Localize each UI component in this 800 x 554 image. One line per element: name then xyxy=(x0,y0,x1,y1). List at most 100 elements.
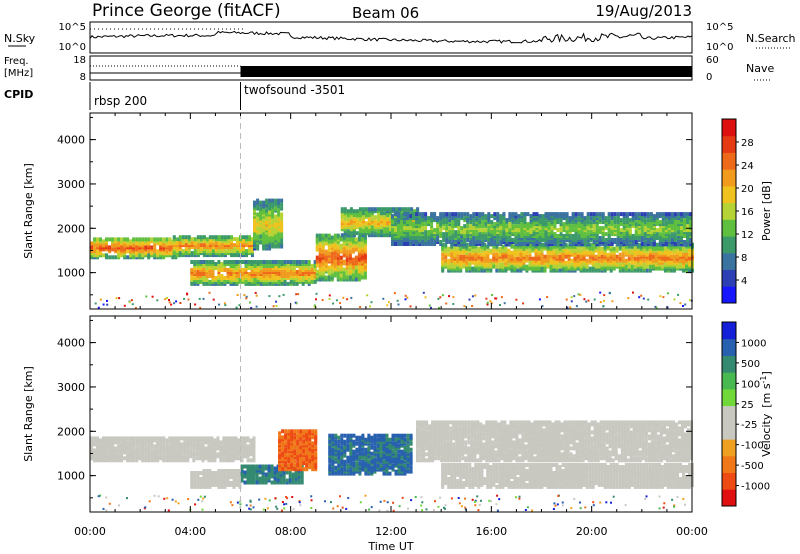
echo-cell xyxy=(93,436,96,441)
echo-cell xyxy=(689,216,692,221)
echo-cell xyxy=(610,220,614,225)
echo-cell xyxy=(462,264,466,269)
echo-cell xyxy=(589,212,593,217)
echo-cell xyxy=(283,279,287,284)
echo-cell xyxy=(108,237,112,242)
echo-cell xyxy=(516,256,520,261)
echo-cell xyxy=(357,261,361,266)
echo-cell xyxy=(664,220,668,225)
echo-cell xyxy=(424,222,428,227)
echo-cell xyxy=(274,260,278,264)
echo-cell xyxy=(216,436,220,441)
echo-cell xyxy=(430,306,432,309)
echo-cell xyxy=(196,481,200,485)
echo-cell xyxy=(655,220,659,225)
echo-cell xyxy=(280,202,284,207)
echo-cell xyxy=(123,456,127,461)
echo-cell xyxy=(255,480,259,485)
echo-cell xyxy=(318,247,322,252)
echo-cell xyxy=(102,243,105,248)
echo-cell xyxy=(168,251,172,256)
echo-cell xyxy=(262,264,266,268)
echo-cell xyxy=(108,245,112,250)
echo-cell xyxy=(280,198,284,203)
echo-cell xyxy=(342,296,345,299)
echo-cell xyxy=(571,238,575,242)
echo-cell xyxy=(591,266,595,271)
echo-cell xyxy=(477,246,481,251)
echo-cell xyxy=(475,212,479,217)
echo-cell xyxy=(251,237,254,242)
echo-cell xyxy=(444,258,448,263)
colorbar-swatch xyxy=(722,252,736,270)
echo-cell xyxy=(227,235,230,240)
echo-cell xyxy=(190,260,194,264)
echo-cell xyxy=(531,256,535,261)
echo-cell xyxy=(523,232,527,237)
echo-cell xyxy=(588,252,592,257)
echo-cell xyxy=(193,249,197,254)
echo-cell xyxy=(415,212,419,217)
echo-cell xyxy=(178,235,182,240)
echo-cell xyxy=(219,444,223,449)
echo-cell xyxy=(604,238,608,242)
echo-cell xyxy=(537,242,541,247)
echo-cell xyxy=(459,254,463,259)
echo-cell xyxy=(611,300,614,303)
echo-cell xyxy=(156,436,160,441)
echo-cell xyxy=(216,452,220,457)
echo-cell xyxy=(538,298,541,301)
echo-cell xyxy=(445,302,448,305)
echo-cell xyxy=(193,237,197,242)
echo-cell xyxy=(655,228,659,233)
echo-cell xyxy=(252,448,256,453)
echo-cell xyxy=(212,298,215,301)
echo-cell xyxy=(184,247,188,252)
echo-cell xyxy=(340,207,344,212)
echo-cell xyxy=(610,226,614,231)
echo-cell xyxy=(640,212,644,217)
echo-cell xyxy=(418,238,422,242)
y-tick-label: 1000 xyxy=(57,267,85,280)
echo-cell xyxy=(541,214,545,219)
echo-cell xyxy=(150,237,154,242)
echo-cell xyxy=(364,221,368,226)
echo-cell xyxy=(126,249,130,254)
echo-cell xyxy=(612,246,616,251)
colorbar-tick-label: 28 xyxy=(741,138,754,149)
echo-cell xyxy=(226,469,230,473)
echo-cell xyxy=(168,245,172,250)
echo-cell xyxy=(274,224,278,229)
echo-cell xyxy=(348,249,352,254)
echo-cell xyxy=(410,207,414,212)
echo-cell xyxy=(565,212,569,217)
cpid-panel: CPID rbsp 200 twofsound -3501 xyxy=(4,82,345,110)
echo-cell xyxy=(327,275,331,280)
echo-cell xyxy=(211,243,215,248)
echo-cell xyxy=(134,307,137,309)
echo-cell xyxy=(540,252,544,257)
echo-cell xyxy=(574,212,578,217)
echo-cell xyxy=(186,436,190,441)
echo-cell xyxy=(202,260,206,264)
echo-cell xyxy=(199,477,203,481)
echo-cell xyxy=(441,294,444,297)
echo-cell xyxy=(442,212,446,217)
echo-cell xyxy=(460,212,464,217)
echo-cell xyxy=(280,240,284,245)
echo-cell xyxy=(361,207,365,212)
echo-cell xyxy=(318,233,322,238)
echo-cell xyxy=(180,442,184,447)
echo-cell xyxy=(549,254,553,259)
echo-cell xyxy=(156,299,159,302)
echo-cell xyxy=(117,444,121,449)
echo-cell xyxy=(245,295,248,298)
echo-cell xyxy=(253,278,257,282)
echo-cell xyxy=(262,260,266,264)
echo-cell xyxy=(386,217,389,222)
echo-cell xyxy=(472,242,476,246)
echo-cell xyxy=(259,206,263,211)
echo-cell xyxy=(211,249,215,254)
echo-cell xyxy=(604,216,608,221)
echo-cell xyxy=(298,260,302,264)
